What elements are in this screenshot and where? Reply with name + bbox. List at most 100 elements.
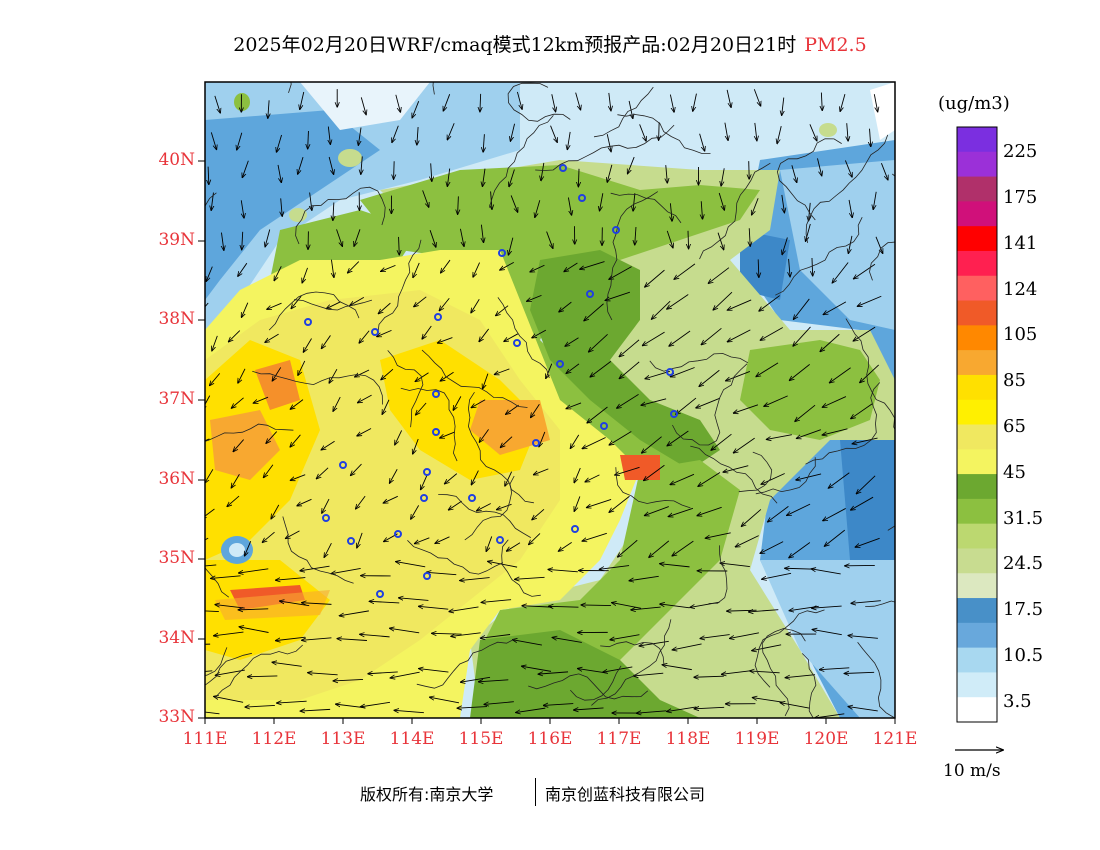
wind-arrow — [633, 193, 635, 211]
wind-arrow — [390, 671, 420, 678]
wind-arrow — [603, 666, 633, 672]
wind-arrow — [574, 708, 604, 710]
wind-arrow — [448, 500, 462, 510]
wind-arrow — [580, 261, 605, 270]
wind-arrow — [471, 399, 486, 408]
colorbar-swatch — [957, 275, 997, 302]
boundary-line — [501, 539, 541, 597]
boundary-line — [805, 134, 889, 243]
wind-arrow — [316, 467, 329, 479]
wind-key-label: 10 m/s — [943, 761, 1001, 781]
wind-arrow — [358, 127, 361, 146]
wind-arrow — [822, 428, 848, 435]
wind-arrow — [421, 474, 428, 490]
wind-arrow — [756, 362, 779, 377]
wind-arrow — [748, 610, 779, 612]
colorbar-label-85: 85 — [1003, 370, 1026, 391]
wind-arrow — [533, 468, 549, 475]
city-marker — [339, 461, 347, 469]
wind-arrow — [231, 474, 240, 488]
wind-arrow — [574, 496, 581, 511]
boundary-line — [805, 382, 881, 465]
wind-arrow — [617, 539, 638, 557]
lon-label-112e: 112E — [251, 729, 297, 749]
wind-arrow — [812, 629, 842, 636]
wind-arrow — [824, 529, 846, 546]
wind-arrow — [844, 672, 875, 673]
wind-arrow — [823, 301, 847, 315]
boundary-line — [205, 652, 252, 686]
wind-arrow — [214, 696, 244, 703]
credit-separator — [535, 778, 536, 806]
wind-arrow — [506, 404, 519, 414]
wind-arrow — [265, 229, 271, 246]
wind-arrow — [422, 190, 429, 207]
wind-arrow — [389, 469, 398, 483]
wind-arrow — [641, 398, 667, 406]
wind-arrow — [413, 438, 419, 454]
city-marker — [513, 339, 521, 347]
wind-arrow — [331, 259, 334, 278]
city-marker — [666, 368, 674, 376]
wind-arrow — [582, 437, 606, 448]
city-marker — [432, 428, 440, 436]
wind-arrow — [759, 295, 780, 312]
colorbar-swatch — [957, 325, 997, 351]
wind-arrow — [870, 128, 871, 147]
wind-arrow — [760, 541, 784, 554]
wind-arrow — [357, 532, 363, 548]
wind-arrow — [460, 676, 491, 682]
wind-arrow — [717, 232, 724, 250]
wind-arrow — [437, 337, 453, 343]
lon-label-118e: 118E — [665, 729, 711, 749]
wind-arrow — [558, 541, 572, 551]
wind-arrow — [494, 368, 510, 375]
colorbar-label-225: 225 — [1003, 141, 1038, 162]
wind-arrow — [538, 672, 569, 674]
wind-arrow — [752, 198, 759, 215]
wind-arrow — [208, 166, 209, 185]
wind-arrow — [701, 327, 722, 344]
wind-arrow — [699, 369, 720, 386]
wind-arrow — [777, 126, 782, 144]
wind-arrow — [360, 634, 390, 638]
wind-arrow — [662, 665, 692, 671]
wind-arrow — [548, 606, 579, 607]
lon-label-115e: 115E — [458, 729, 504, 749]
wind-arrow — [395, 430, 403, 444]
colorbar-swatch — [957, 474, 997, 500]
boundary-line — [205, 192, 217, 207]
wind-arrow — [752, 644, 782, 651]
wind-arrow — [532, 508, 545, 519]
colorbar-swatch — [957, 250, 997, 277]
wind-arrow — [245, 705, 275, 707]
wind-arrow — [628, 156, 635, 174]
wind-arrow — [445, 473, 458, 484]
wind-arrow — [268, 100, 269, 118]
wind-arrow — [369, 601, 400, 603]
wind-arrow — [481, 224, 483, 243]
wind-arrow — [785, 674, 816, 678]
wind-arrow — [644, 506, 669, 516]
wind-arrow — [447, 168, 449, 187]
wind-arrow — [696, 397, 721, 408]
wind-arrow — [212, 335, 218, 351]
wind-arrow — [512, 640, 542, 646]
colorbar-label-65: 65 — [1003, 416, 1026, 437]
wind-arrow — [566, 363, 580, 374]
wind-arrow — [670, 473, 695, 484]
wind-arrow — [333, 202, 334, 221]
wind-arrow — [415, 372, 429, 382]
boundary-line — [464, 475, 515, 541]
colorbar-swatch — [957, 647, 997, 673]
wind-arrow — [567, 131, 571, 150]
wind-arrow — [617, 393, 639, 408]
wind-arrow — [435, 536, 450, 544]
wind-arrow — [694, 707, 725, 709]
city-markers — [304, 164, 678, 598]
boundary-line — [535, 124, 675, 171]
boundary-line — [615, 467, 691, 509]
wind-arrow — [639, 640, 669, 646]
boundary-line — [497, 297, 550, 379]
wind-arrow — [479, 429, 489, 442]
